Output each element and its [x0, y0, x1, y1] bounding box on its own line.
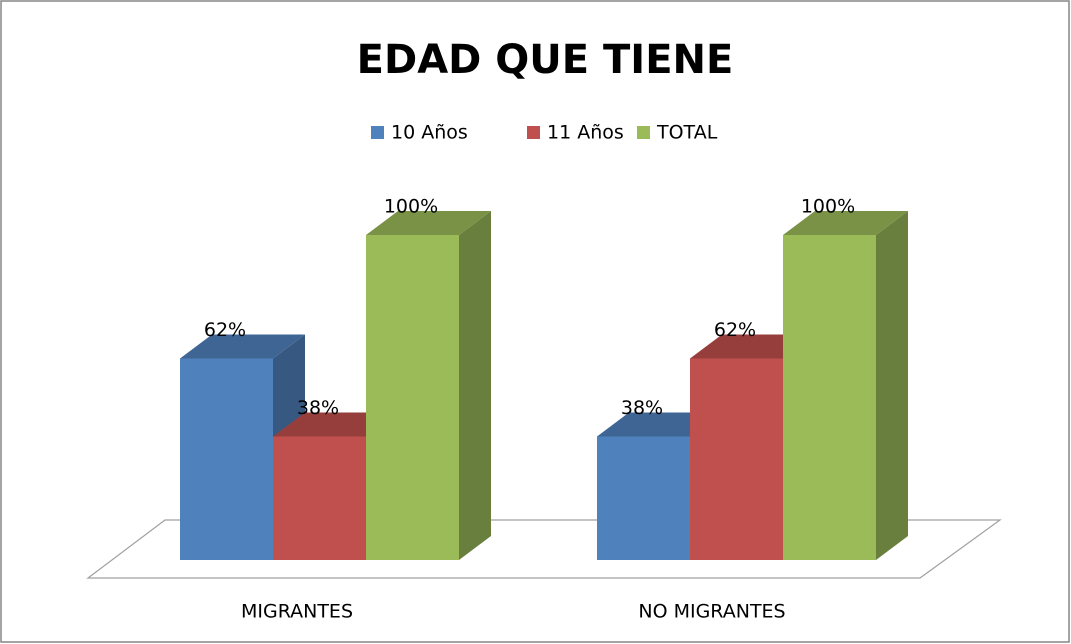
bar-side	[876, 211, 908, 560]
bar	[783, 211, 908, 560]
bar-front	[597, 436, 690, 560]
bar-top	[180, 334, 305, 359]
bar-front	[180, 358, 273, 560]
bar	[366, 211, 491, 560]
bar-top	[783, 211, 908, 235]
legend-label: 11 Años	[547, 122, 624, 144]
legend-swatch	[637, 126, 650, 139]
data-label: 62%	[714, 319, 756, 341]
bar-front	[783, 235, 876, 560]
legend-label: 10 Años	[391, 122, 468, 144]
bar-top	[366, 211, 491, 235]
bar-side	[459, 211, 491, 560]
legend-swatch	[371, 126, 384, 139]
data-label: 100%	[384, 196, 438, 218]
x-tick-label: MIGRANTES	[241, 601, 353, 623]
data-label: 38%	[297, 397, 339, 419]
bar-front	[690, 358, 783, 560]
data-label: 38%	[621, 397, 663, 419]
legend-label: TOTAL	[656, 122, 718, 144]
chart-title: EDAD QUE TIENE	[357, 37, 734, 83]
bar-front	[273, 436, 366, 560]
x-tick-label: NO MIGRANTES	[638, 601, 785, 623]
data-label: 62%	[204, 319, 246, 341]
data-label: 100%	[801, 196, 855, 218]
legend-swatch	[527, 126, 540, 139]
bar-front	[366, 235, 459, 560]
